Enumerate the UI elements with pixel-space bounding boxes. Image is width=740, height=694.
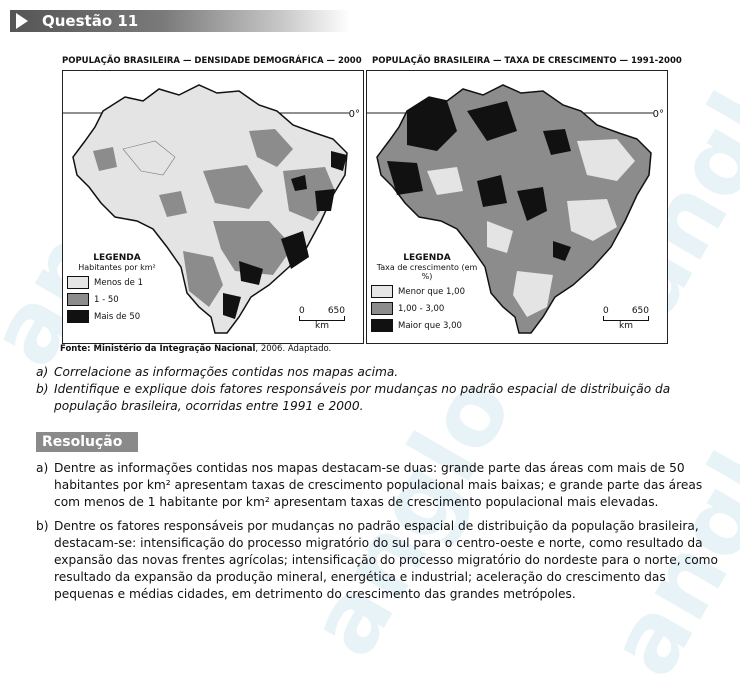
density-map: 0° LEGENDA Habitantes por km² Menos de 1… [62, 70, 364, 344]
question-text: Correlacione as informações contidas nos… [54, 365, 399, 379]
scale-max: 650 [631, 306, 649, 316]
answer-letter: b) [36, 519, 49, 533]
legend-swatch [371, 302, 393, 315]
scale-max: 650 [327, 306, 345, 316]
legend-title: LEGENDA [403, 253, 451, 263]
legend-subtitle: Habitantes por km² [78, 263, 156, 272]
answer-item: a) Dentre as informações contidas nos ma… [36, 460, 726, 511]
answer-list: a) Dentre as informações contidas nos ma… [36, 460, 726, 610]
right-map-title: POPULAÇÃO BRASILEIRA — TAXA DE CRESCIMEN… [372, 56, 682, 66]
scale-zero: 0 [299, 306, 305, 316]
map-source: Fonte: Ministério da Integração Nacional… [60, 344, 331, 354]
legend-swatch [371, 285, 393, 298]
question-item: a) Correlacione as informações contidas … [36, 364, 726, 381]
legend-title: LEGENDA [93, 253, 141, 263]
legend-label: 1,00 - 3,00 [398, 303, 445, 314]
equator-label: 0° [652, 109, 664, 120]
density-legend: LEGENDA Habitantes por km² Menos de 1 1 … [67, 253, 167, 323]
brazil-growth-map-graphic [367, 84, 653, 334]
map-scale: 0 650 km [603, 306, 649, 331]
left-map-title: POPULAÇÃO BRASILEIRA — DENSIDADE DEMOGRÁ… [62, 56, 362, 66]
answer-letter: a) [36, 461, 49, 475]
legend-label: Mais de 50 [94, 311, 141, 322]
question-header: Questão 11 [10, 10, 350, 32]
play-arrow-icon [16, 13, 28, 29]
legend-swatch [67, 293, 89, 306]
legend-label: Menos de 1 [94, 277, 144, 288]
question-list: a) Correlacione as informações contidas … [36, 364, 726, 415]
legend-swatch [67, 276, 89, 289]
legend-label: Maior que 3,00 [398, 320, 462, 331]
legend-row: 1 - 50 [67, 293, 167, 306]
scale-bar [603, 316, 649, 321]
legend-subtitle: Taxa de crescimento (em %) [376, 263, 478, 281]
source-rest: , 2006. Adaptado. [255, 344, 332, 354]
answer-text: Dentre os fatores responsáveis por mudan… [54, 519, 719, 601]
legend-row: Mais de 50 [67, 310, 167, 323]
legend-row: Maior que 3,00 [371, 319, 483, 332]
legend-label: Menor que 1,00 [398, 286, 465, 297]
question-title: Questão 11 [42, 12, 139, 30]
legend-row: Menos de 1 [67, 276, 167, 289]
legend-swatch [67, 310, 89, 323]
answer-item: b) Dentre os fatores responsáveis por mu… [36, 518, 726, 603]
legend-row: Menor que 1,00 [371, 285, 483, 298]
scale-unit: km [315, 321, 329, 331]
question-letter: b) [36, 382, 49, 396]
source-label: Fonte: Ministério da Integração Nacional [60, 344, 256, 354]
equator-label: 0° [348, 109, 360, 120]
legend-row: 1,00 - 3,00 [371, 302, 483, 315]
legend-label: 1 - 50 [94, 294, 119, 305]
scale-zero: 0 [603, 306, 609, 316]
growth-rate-map: 0° LEGENDA Taxa de crescimento (em %) Me… [366, 70, 668, 344]
question-item: b) Identifique e explique dois fatores r… [36, 381, 726, 415]
question-letter: a) [36, 365, 49, 379]
resolution-header: Resolução [36, 432, 138, 452]
scale-bar [299, 316, 345, 321]
growth-legend: LEGENDA Taxa de crescimento (em %) Menor… [371, 253, 483, 332]
map-scale: 0 650 km [299, 306, 345, 331]
answer-text: Dentre as informações contidas nos mapas… [54, 461, 703, 509]
scale-unit: km [619, 321, 633, 331]
legend-swatch [371, 319, 393, 332]
brazil-density-map-graphic [63, 84, 349, 334]
question-text: Identifique e explique dois fatores resp… [54, 382, 671, 413]
